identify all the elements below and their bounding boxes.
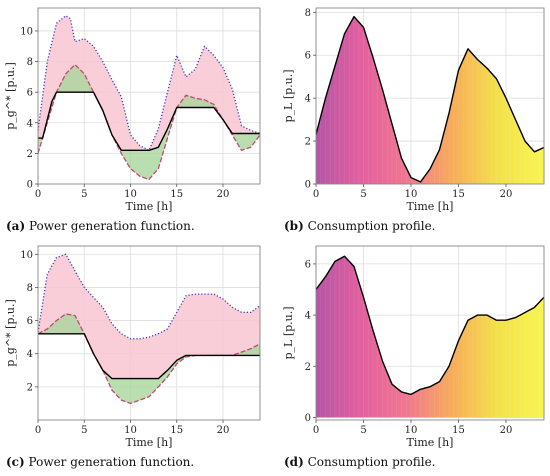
caption-a-text: Power generation function. [28, 219, 195, 233]
caption-a-tag: (a) [6, 219, 26, 233]
x-tick-label: 20 [500, 425, 513, 436]
plot-area-d [316, 255, 544, 418]
upper-band-area [38, 15, 260, 151]
y-tick-label: 0 [305, 180, 311, 191]
y-tick-label: 4 [305, 94, 311, 105]
x-axis-label: Time [h] [126, 200, 173, 213]
caption-b: (b) Consumption profile. [284, 219, 436, 233]
x-axis-label: Time [h] [126, 436, 173, 449]
x-tick-label: 5 [360, 425, 366, 436]
series-line-generation [38, 91, 260, 151]
x-tick-label: 15 [452, 189, 465, 200]
plot-area-a [38, 15, 260, 181]
y-tick-label: 6 [27, 316, 33, 327]
upper-band-area [38, 254, 260, 379]
x-axis-label: Time [h] [407, 436, 454, 449]
y-tick-label: 4 [27, 349, 33, 360]
x-tick-label: 5 [81, 425, 87, 436]
x-tick-label: 15 [170, 425, 183, 436]
chart-panel-b: 0 5 10 15 20 0 2 4 6 8 Time [h] p_L [p.u.] [282, 7, 545, 213]
x-axis-label: Time [h] [407, 200, 454, 213]
axes-frame [37, 245, 261, 421]
y-tick-label: 8 [27, 57, 33, 68]
y-tick-label: 0 [27, 180, 33, 191]
consumption-fill [316, 16, 544, 184]
x-tick-label: 20 [217, 189, 230, 200]
y-tick-label: 2 [27, 149, 33, 160]
x-tick-label: 15 [170, 189, 183, 200]
y-tick-label: 2 [27, 382, 33, 393]
y-tick-label: 6 [27, 88, 33, 99]
chart-panel-d: 0 5 10 15 20 0 2 4 6 Time [h] p_L [p.u.] [282, 245, 545, 449]
y-tick-label: 10 [20, 26, 33, 37]
y-axis-label: p_g^* [p.u.] [4, 299, 17, 367]
x-tick-label: 15 [452, 425, 465, 436]
x-tick-label: 10 [405, 189, 418, 200]
y-axis-label: p_g^* [p.u.] [4, 62, 17, 130]
x-tick-label: 10 [124, 425, 137, 436]
plot-area-c [38, 253, 260, 405]
x-tick-label: 5 [360, 189, 366, 200]
y-tick-label: 2 [305, 362, 311, 373]
y-tick-label: 4 [305, 311, 311, 322]
y-tick-label: 8 [305, 8, 311, 19]
y-tick-label: 6 [305, 259, 311, 270]
y-tick-label: 4 [27, 118, 33, 129]
caption-a: (a) Power generation function. [6, 219, 195, 233]
plot-area-b [316, 15, 544, 184]
x-tick-label: 20 [217, 425, 230, 436]
y-tick-label: 0 [305, 413, 311, 424]
y-tick-label: 6 [305, 51, 311, 62]
series-line-consumption [316, 255, 544, 396]
caption-d: (d) Consumption profile. [284, 455, 436, 469]
x-tick-label: 0 [35, 189, 41, 200]
axes-frame [37, 7, 261, 185]
caption-c-tag: (c) [6, 455, 25, 469]
caption-c: (c) Power generation function. [6, 455, 194, 469]
caption-b-text: Consumption profile. [307, 219, 436, 233]
x-tick-label: 20 [500, 189, 513, 200]
caption-c-text: Power generation function. [28, 455, 195, 469]
y-axis-label: p_L [p.u.] [282, 69, 295, 122]
axes-frame [315, 7, 545, 185]
y-tick-label: 8 [27, 283, 33, 294]
y-tick-label: 2 [305, 137, 311, 148]
y-tick-label: 10 [20, 250, 33, 261]
x-tick-label: 5 [81, 189, 87, 200]
series-line-generation [38, 333, 260, 380]
consumption-fill [316, 256, 544, 418]
axes-frame [315, 245, 545, 421]
caption-d-text: Consumption profile. [307, 455, 436, 469]
series-line-upper [38, 253, 260, 340]
lower-band-area [38, 64, 260, 180]
caption-b-tag: (b) [284, 219, 304, 233]
x-tick-label: 10 [124, 189, 137, 200]
x-tick-label: 0 [313, 189, 319, 200]
x-tick-label: 0 [313, 425, 319, 436]
series-line-consumption [316, 15, 544, 183]
x-tick-label: 10 [405, 425, 418, 436]
caption-d-tag: (d) [284, 455, 304, 469]
x-tick-label: 0 [35, 425, 41, 436]
y-axis-label: p_L [p.u.] [282, 306, 295, 359]
lower-band-area [38, 313, 260, 404]
